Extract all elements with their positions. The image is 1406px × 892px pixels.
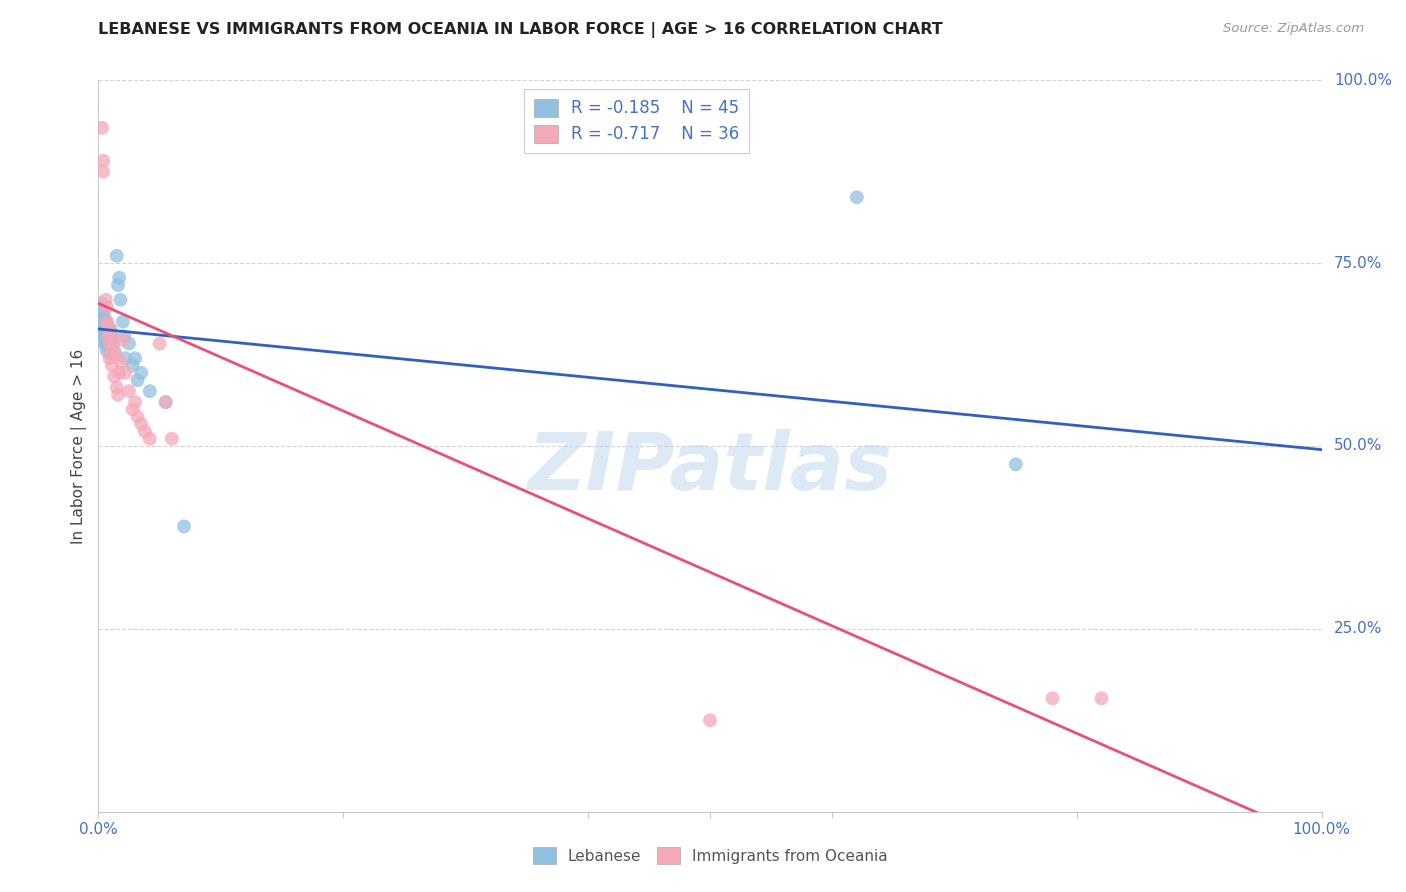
Point (101, 336, 124, 351)
Point (129, 417, 152, 431)
Point (139, 384, 162, 399)
Point (98, 336, 121, 351)
Point (103, 343, 125, 358)
Point (97, 340, 120, 354)
Point (96, 343, 118, 358)
Point (134, 425, 156, 439)
Point (139, 432, 162, 446)
Point (127, 409, 149, 424)
Point (91, 326, 114, 340)
Point (100, 329, 122, 343)
Point (96, 333, 118, 347)
Text: 50.0%: 50.0% (1334, 439, 1382, 453)
Point (114, 351, 136, 366)
Point (98, 326, 121, 340)
Point (105, 380, 128, 394)
Point (93, 329, 115, 343)
Point (94, 329, 117, 343)
Y-axis label: In Labor Force | Age > 16: In Labor Force | Age > 16 (72, 349, 87, 543)
Point (155, 395, 177, 409)
Point (127, 373, 149, 387)
Point (91, 164, 114, 178)
Point (97, 329, 120, 343)
Point (101, 336, 124, 351)
Text: 75.0%: 75.0% (1334, 256, 1382, 270)
Text: 25.0%: 25.0% (1334, 622, 1382, 636)
Point (94, 315, 117, 329)
Point (96, 326, 118, 340)
Point (97, 322, 120, 336)
Point (100, 322, 122, 336)
Text: LEBANESE VS IMMIGRANTS FROM OCEANIA IN LABOR FORCE | AGE > 16 CORRELATION CHART: LEBANESE VS IMMIGRANTS FROM OCEANIA IN L… (98, 22, 943, 38)
Point (118, 384, 141, 399)
Point (94, 293, 117, 307)
Point (90, 296, 112, 310)
Point (124, 395, 146, 409)
Point (699, 714, 721, 728)
Point (118, 336, 141, 351)
Point (103, 369, 125, 384)
Point (98, 351, 121, 366)
Legend: Lebanese, Immigrants from Oceania: Lebanese, Immigrants from Oceania (527, 841, 893, 870)
Point (1004, 458, 1026, 472)
Point (121, 402, 143, 417)
Point (129, 366, 152, 380)
Point (98, 336, 121, 351)
Point (101, 359, 124, 373)
Point (111, 333, 134, 347)
Point (100, 348, 122, 362)
Point (91, 307, 114, 321)
Point (149, 336, 172, 351)
Point (96, 300, 118, 314)
Point (107, 278, 129, 293)
Point (111, 315, 134, 329)
Point (97, 318, 120, 333)
Point (1090, 691, 1112, 706)
Point (110, 293, 132, 307)
Point (91, 120, 114, 135)
Point (108, 366, 131, 380)
Point (91, 153, 114, 168)
Point (1309, 822, 1331, 837)
Point (91, 303, 114, 318)
Text: Source: ZipAtlas.com: Source: ZipAtlas.com (1223, 22, 1364, 36)
Point (93, 336, 115, 351)
Point (124, 351, 146, 366)
Point (93, 311, 115, 326)
Point (94, 336, 117, 351)
Point (114, 366, 136, 380)
Point (107, 388, 129, 402)
Point (97, 329, 120, 343)
Point (94, 322, 117, 336)
Text: 100.0%: 100.0% (1334, 73, 1392, 87)
Point (96, 318, 118, 333)
Point (91, 318, 114, 333)
Point (160, 432, 183, 446)
Point (105, 249, 128, 263)
Text: ZIPatlas: ZIPatlas (527, 429, 893, 507)
Point (845, 190, 868, 204)
Point (96, 315, 118, 329)
Point (100, 333, 122, 347)
Point (1042, 691, 1064, 706)
Point (173, 519, 195, 533)
Point (121, 359, 143, 373)
Point (108, 270, 131, 285)
Point (110, 355, 132, 369)
Point (91, 315, 114, 329)
Point (101, 329, 124, 343)
Point (93, 318, 115, 333)
Point (112, 329, 135, 343)
Point (155, 395, 177, 409)
Point (104, 348, 127, 362)
